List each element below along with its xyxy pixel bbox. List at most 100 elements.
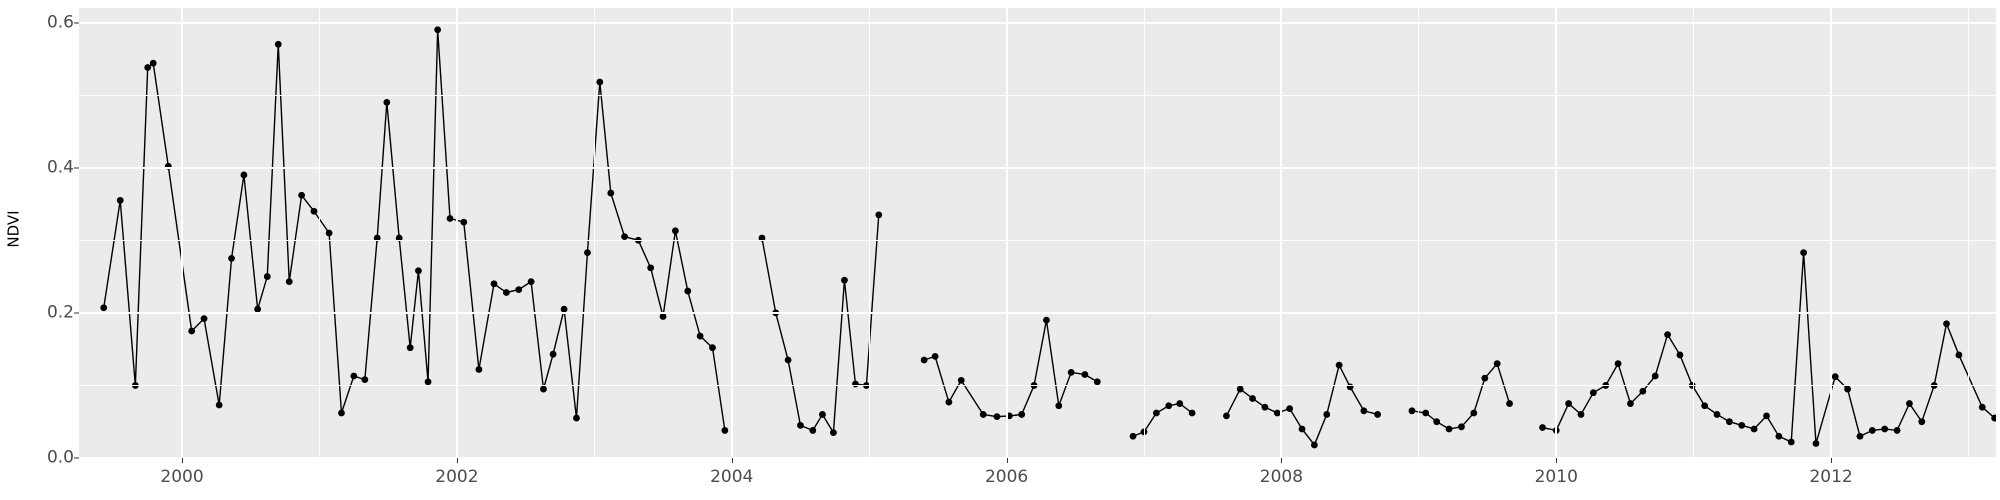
data-point (1577, 411, 1585, 418)
data-point (931, 352, 939, 360)
data-point (228, 255, 235, 262)
data-point (1763, 412, 1770, 420)
x-axis-tick-mark (1831, 458, 1833, 463)
data-point (1433, 418, 1441, 426)
data-point (502, 289, 510, 296)
data-point (1311, 441, 1318, 449)
data-point (809, 427, 817, 434)
data-point (784, 356, 792, 364)
data-point (1261, 403, 1269, 411)
x-axis-tick-label: 2012 (1809, 467, 1853, 487)
data-point (446, 215, 454, 222)
x-axis-tick-mark (1006, 458, 1008, 463)
ndvi-points (100, 26, 1996, 449)
data-point (1726, 418, 1733, 426)
grid-line-minor-v (593, 8, 595, 458)
x-axis-tick-label: 2002 (435, 467, 479, 487)
grid-line-major-h (79, 21, 1996, 24)
data-point (1955, 351, 1963, 359)
y-axis-tick-mark (74, 457, 79, 459)
data-point (607, 189, 615, 197)
data-point (1750, 425, 1758, 433)
data-point (1055, 402, 1063, 410)
grid-line-major-v (1005, 8, 1008, 458)
data-point (1738, 421, 1746, 429)
data-point (1223, 412, 1230, 420)
ndvi-line-segment (923, 319, 1098, 418)
data-point (515, 286, 523, 294)
data-point (1067, 368, 1075, 376)
data-point (920, 356, 928, 364)
grid-line-major-h (79, 457, 1996, 458)
data-point (1589, 389, 1597, 397)
ndvi-line-segment (103, 29, 726, 431)
y-axis-tick-mark (74, 312, 79, 314)
data-point (1188, 409, 1196, 417)
data-point (1676, 351, 1684, 359)
grid-line-minor-v (1143, 8, 1145, 458)
data-point (979, 411, 987, 418)
data-point (797, 421, 804, 429)
data-point (361, 376, 369, 384)
grid-line-minor-h (79, 384, 1996, 386)
ndvi-line-segment (1542, 252, 1996, 444)
grid-line-major-v (1280, 8, 1283, 458)
x-axis-tick-mark (1281, 458, 1283, 463)
data-point (424, 378, 432, 386)
data-point (1273, 409, 1281, 417)
grid-line-minor-v (1693, 8, 1695, 458)
data-point (957, 376, 965, 384)
data-point (144, 64, 152, 71)
data-point (1481, 374, 1489, 382)
data-point (1470, 409, 1478, 417)
data-point (285, 278, 293, 286)
data-point (573, 414, 580, 422)
plot-panel (79, 8, 1996, 458)
grid-line-minor-v (868, 8, 870, 458)
grid-line-major-h (79, 311, 1996, 314)
grid-line-minor-v (318, 8, 320, 458)
data-point (1043, 316, 1050, 324)
x-axis-tick-label: 2010 (1534, 467, 1578, 487)
data-point (1881, 425, 1889, 433)
y-axis-tick-labels: 0.0 0.2 0.4 0.6 (12, 0, 74, 500)
data-point (1408, 407, 1416, 415)
data-point (1943, 320, 1950, 328)
grid-line-major-v (1555, 8, 1558, 458)
data-point (100, 304, 108, 312)
data-point (475, 366, 483, 373)
data-point (298, 191, 306, 199)
data-point (1093, 378, 1101, 386)
data-point (621, 233, 628, 241)
data-point (1893, 427, 1901, 434)
data-point (1868, 427, 1876, 434)
grid-line-major-v (1830, 8, 1833, 458)
data-point (1787, 438, 1795, 446)
data-point (875, 211, 883, 219)
data-point (1906, 400, 1913, 407)
data-point (350, 372, 358, 380)
grid-line-major-h (79, 166, 1996, 169)
data-point (1129, 432, 1137, 440)
y-axis-tick-label: 0.6 (46, 12, 74, 33)
data-point (200, 315, 208, 323)
data-point (1539, 424, 1546, 431)
data-point (490, 280, 498, 288)
data-point (709, 344, 716, 352)
data-point (721, 427, 729, 434)
data-point (1713, 411, 1721, 418)
data-point (1018, 411, 1026, 418)
data-point (406, 344, 414, 352)
data-point (254, 305, 262, 313)
data-point (263, 273, 271, 280)
data-point (149, 59, 157, 67)
data-point (1831, 373, 1839, 381)
data-point (1506, 400, 1513, 407)
data-point (993, 413, 1001, 421)
data-point (1627, 400, 1634, 407)
grid-line-minor-v (1968, 8, 1970, 458)
data-point (338, 409, 345, 417)
data-point (1701, 402, 1709, 410)
data-point (1236, 385, 1244, 393)
data-point (325, 229, 333, 237)
